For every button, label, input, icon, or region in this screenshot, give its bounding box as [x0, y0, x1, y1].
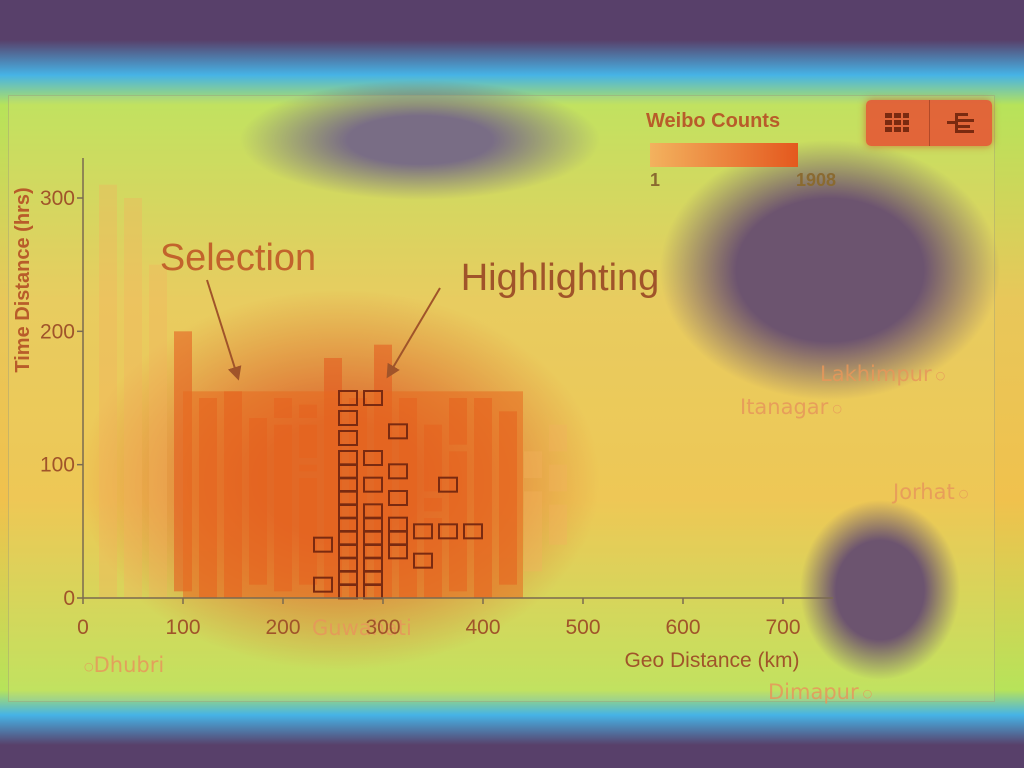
x-tick-label: 300: [365, 616, 400, 639]
highlighted-cell[interactable]: [388, 543, 408, 560]
heatmap-column-segment[interactable]: [149, 264, 167, 598]
highlighted-cell[interactable]: [438, 523, 458, 540]
y-tick-label: 300: [40, 187, 75, 210]
highlighting-annotation: Highlighting: [461, 257, 660, 299]
map-label-dimapur: Dimapur ○: [768, 680, 872, 704]
selection-annotation: Selection: [160, 237, 316, 279]
legend-min-value: 1: [650, 170, 661, 190]
x-axis-title: Geo Distance (km): [624, 649, 799, 672]
heatmap-column-segment[interactable]: [549, 424, 567, 452]
highlighted-cell[interactable]: [363, 476, 383, 493]
map-label-jorhat: Jorhat ○: [893, 480, 968, 504]
x-tick-label: 200: [265, 616, 300, 639]
map-label-text: Guwahati: [312, 616, 412, 640]
selection-arrow: [206, 279, 242, 381]
map-label-text: Dhubri: [93, 653, 165, 677]
highlighted-cell[interactable]: [338, 430, 358, 446]
y-tick-label: 0: [63, 587, 75, 610]
legend-max-value: 1908: [796, 170, 837, 190]
heatmap-column-segment[interactable]: [549, 464, 567, 492]
highlighted-cell[interactable]: [413, 552, 433, 569]
selection-region[interactable]: [183, 391, 523, 598]
x-tick-label: 0: [77, 616, 89, 639]
highlighted-cell[interactable]: [363, 390, 383, 406]
x-tick-label: 500: [565, 616, 600, 639]
legend-color-bar: [650, 143, 798, 167]
heatmap-column-segment[interactable]: [549, 504, 567, 545]
city-dot-icon: ○: [862, 686, 873, 700]
highlighting-arrow: [386, 287, 441, 379]
highlighted-cell[interactable]: [388, 423, 408, 440]
map-label-text: Itanagar: [740, 395, 829, 419]
heatmap-column-segment[interactable]: [99, 184, 117, 598]
map-label-text: Lakhimpur: [820, 362, 932, 386]
y-axis-title: Time Distance (hrs): [12, 187, 34, 372]
y-tick-label: 100: [40, 454, 75, 477]
heatmap-column-segment[interactable]: [524, 491, 542, 572]
highlighted-cell[interactable]: [338, 390, 358, 406]
map-label-dhubri: ○Dhubri: [80, 653, 164, 677]
city-dot-icon: ○: [832, 401, 842, 415]
highlighted-cell[interactable]: [313, 576, 333, 593]
x-tick-label: 400: [465, 616, 500, 639]
map-label-lakhimpur: Lakhimpur ○: [820, 362, 945, 386]
city-dot-icon: ○: [958, 486, 969, 500]
city-dot-icon: ○: [84, 659, 94, 673]
highlighted-cell[interactable]: [388, 463, 408, 480]
x-tick-label: 700: [765, 616, 800, 639]
grid-view-icon: [885, 113, 910, 132]
x-tick-label: 100: [165, 616, 200, 639]
heatmap-column-segment[interactable]: [124, 198, 142, 598]
map-label-text: Dimapur: [768, 680, 859, 704]
highlighted-cell[interactable]: [363, 450, 383, 466]
heatmap-column-segment[interactable]: [524, 451, 542, 478]
y-tick-label: 200: [40, 320, 75, 343]
legend-title: Weibo Counts: [646, 110, 781, 132]
x-tick-label: 600: [665, 616, 700, 639]
highlighted-cell[interactable]: [463, 523, 483, 540]
tree-layout-button[interactable]: [928, 100, 993, 146]
highlighted-cell[interactable]: [388, 490, 408, 506]
map-label-guwahati: Guwahati: [312, 616, 412, 640]
map-label-itanagar: Itanagar ○: [740, 395, 842, 419]
map-label-text: Jorhat: [893, 480, 955, 504]
grid-view-button[interactable]: [866, 100, 929, 146]
highlighted-cell[interactable]: [413, 523, 433, 540]
view-toolbar: [866, 100, 992, 146]
tree-layout-icon: [946, 113, 974, 133]
highlighted-cell[interactable]: [338, 410, 358, 426]
highlighted-cell[interactable]: [313, 536, 333, 553]
city-dot-icon: ○: [935, 368, 946, 382]
highlighted-cell[interactable]: [438, 476, 458, 493]
